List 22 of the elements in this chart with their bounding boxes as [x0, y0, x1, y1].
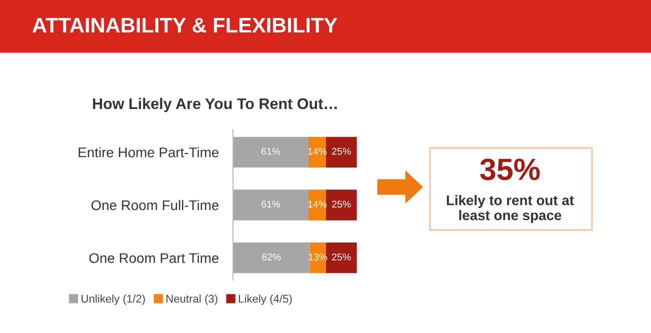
- data-label: 61%: [262, 148, 280, 155]
- y-tick-label: One Room Full-Time: [91, 200, 218, 210]
- y-tick-label: Entire Home Part-Time: [78, 147, 218, 158]
- chart-title: ATTAINABILITY & FLEXIBILITY: [32, 18, 338, 33]
- bar: [326, 136, 357, 168]
- data-label: 25%: [332, 148, 351, 155]
- data-label: 62%: [262, 254, 281, 260]
- legend-label: Neutral (3): [166, 294, 218, 305]
- legend-label: Likely (4/5): [238, 294, 292, 305]
- text: Likely to rent out at least one space: [446, 195, 574, 223]
- legend-label: Unlikely (1/2): [82, 294, 145, 305]
- data-label: 25%: [332, 254, 351, 260]
- bar: [326, 190, 357, 220]
- data-label: 61%: [262, 200, 280, 208]
- chart-subtitle: How Likely Are You To Rent Out…: [93, 98, 337, 112]
- bar: [233, 136, 309, 168]
- bar: [326, 242, 357, 274]
- y-tick-label: One Room Part Time: [89, 252, 218, 264]
- bar: [233, 242, 310, 274]
- data-label: 25%: [332, 200, 351, 208]
- bar: [233, 190, 309, 220]
- text: 35%: [480, 158, 540, 180]
